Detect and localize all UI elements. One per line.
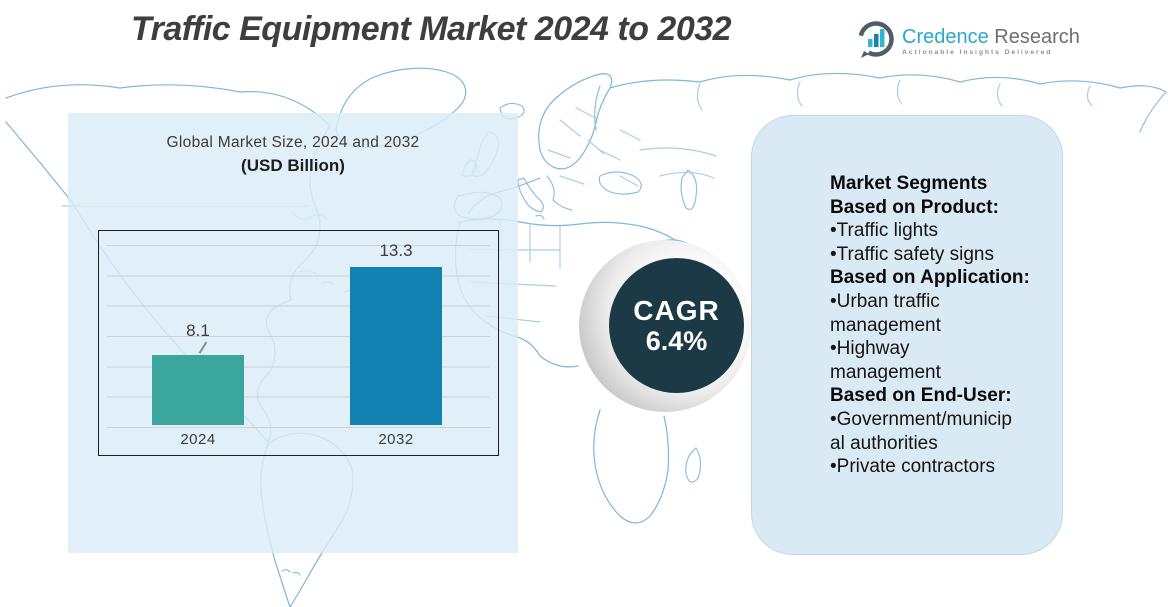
credence-research-logo: Credence Research Actionable Insights De… [856,20,1080,62]
segment-heading: Based on Application: [830,267,1030,289]
cagr-value: 6.4% [645,325,708,356]
bar-2032 [350,267,442,425]
segment-bullet-item: •Government/municip al authorities [830,408,1012,454]
segment-heading: Based on End-User: [830,385,1012,407]
bar-chart: 8.1 2024 13.3 2032 [98,230,499,456]
logo-tagline: Actionable Insights Delivered [902,49,1053,56]
logo-brand-name: Credence Research [902,26,1080,48]
segment-bullet-item: •Highway management [830,338,941,383]
segment-heading: Based on Product: [830,196,999,218]
page-title: Traffic Equipment Market 2024 to 2032 [131,10,732,48]
segment-bullet-item: •Traffic safety signs [830,243,994,265]
segment-bullet-item: •Private contractors [830,456,996,478]
chart-heading: Global Market Size, 2024 and 2032 (USD B… [68,134,518,176]
cagr-label: CAGR [633,294,720,326]
x-axis-tick-label: 2024 [180,431,216,448]
x-axis-tick-label: 2032 [378,431,414,448]
market-segments-panel [751,115,1063,555]
market-segments-text: Market Segments Based on Product: •Traffic… [830,172,1062,479]
segment-bullet-item: •Urban traffic management [830,290,941,336]
segment-bullet-item: •Traffic lights [830,220,939,242]
bar-value-label: 8.1 [186,321,210,340]
segment-heading: Market Segments [830,173,988,194]
bar-2024 [152,355,244,425]
logo-text: Credence Research Actionable Insights De… [902,26,1080,56]
bar-value-label: 13.3 [379,241,413,260]
cagr-badge: CAGR 6.4% [609,258,744,393]
chart-subtitle: (USD Billion) [241,156,345,175]
chart-title: Global Market Size, 2024 and 2032 [166,134,420,151]
bar-chart-circle-icon [858,21,894,58]
